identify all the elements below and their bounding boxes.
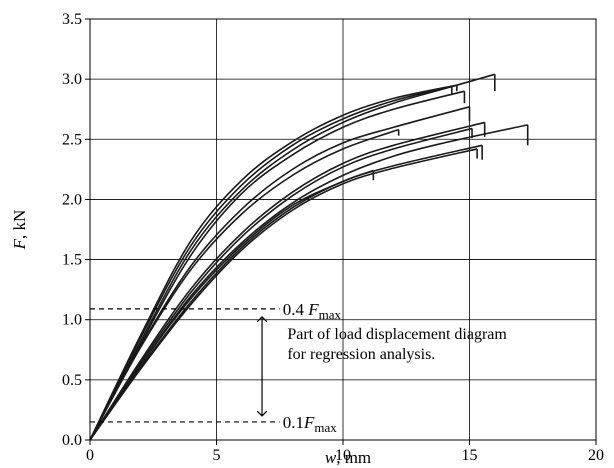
grid	[90, 19, 596, 440]
x-tick-label: 10	[335, 447, 351, 464]
x-tick-label: 15	[462, 447, 478, 464]
series-group	[89, 73, 529, 441]
annotation-note-line: for regression analysis.	[287, 346, 435, 363]
series-line-5	[89, 106, 470, 441]
x-axis-unit: , mm	[336, 448, 371, 467]
x-axis-symbol: w	[325, 448, 337, 467]
lower-limit-label-subscript: max	[314, 420, 337, 435]
x-tick-label: 5	[213, 447, 221, 464]
series-line-3	[89, 73, 496, 441]
series-line-8	[89, 124, 528, 441]
lower-limit-label-prefix: 0.1	[283, 413, 304, 432]
x-tick-label: 20	[588, 447, 604, 464]
lower-limit-label: 0.1Fmax	[283, 413, 338, 435]
annotation-note-line: Part of load displacement diagram	[287, 326, 507, 343]
series-line-1	[89, 84, 458, 441]
y-tick-label: 0.5	[62, 372, 82, 389]
series-line-7	[89, 121, 485, 441]
x-axis-title: w, mm	[325, 448, 371, 467]
series-line-10	[89, 144, 483, 441]
y-tick-label: 0.0	[62, 432, 82, 449]
axes: 0 5 10 15 200.00.51.01.52.02.53.03.5w, mmF, …	[10, 11, 604, 467]
series-line-4	[89, 90, 465, 441]
y-tick-label: 3.0	[62, 71, 82, 88]
y-axis-symbol: F	[10, 238, 29, 250]
upper-limit-label-prefix: 0.4	[283, 300, 309, 319]
y-tick-label: 1.5	[62, 252, 82, 269]
series-line-2	[89, 85, 452, 441]
series-line-12	[89, 169, 374, 441]
series-line-9	[89, 127, 473, 441]
lower-limit-label-symbol: F	[303, 413, 315, 432]
upper-limit-label-subscript: max	[319, 307, 342, 322]
x-tick-label: 0	[86, 447, 94, 464]
series-line-6	[89, 128, 399, 441]
series-line-11	[89, 148, 478, 441]
y-tick-label: 1.0	[62, 312, 82, 329]
upper-limit-label-symbol: F	[307, 300, 319, 319]
y-tick-label: 3.5	[62, 11, 82, 28]
y-axis-title: F, kN	[10, 210, 29, 251]
y-tick-label: 2.0	[62, 191, 82, 208]
y-tick-label: 2.5	[62, 131, 82, 148]
y-axis-unit: , kN	[10, 210, 29, 239]
upper-limit-label: 0.4 Fmax	[283, 300, 342, 322]
